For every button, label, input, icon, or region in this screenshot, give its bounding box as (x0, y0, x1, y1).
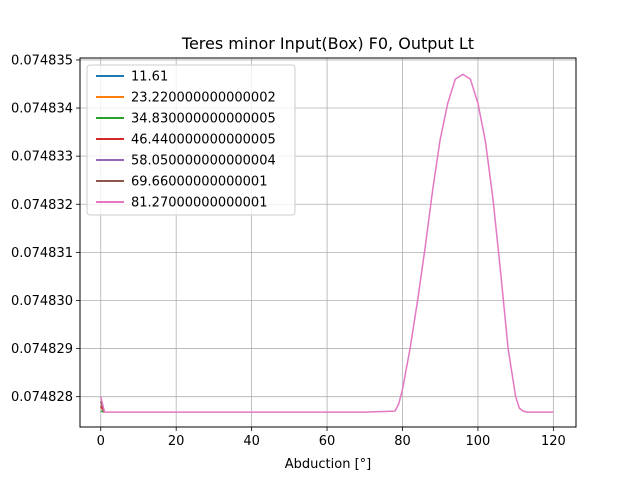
y-tick-label: 0.074831 (11, 246, 73, 261)
y-tick-label: 0.074834 (11, 102, 73, 117)
y-axis-ticks: 0.074828 0.074829 0.074830 0.074831 0.074832… (11, 53, 80, 405)
legend-frame (86, 64, 296, 216)
x-tick-label: 60 (319, 434, 336, 449)
y-tick-label: 0.074835 (11, 53, 73, 68)
x-tick-label: 80 (394, 434, 411, 449)
x-tick-label: 20 (168, 434, 185, 449)
legend-label: 46.440000000000005 (131, 133, 276, 148)
legend-label: 81.27000000000001 (131, 196, 267, 211)
x-tick-label: 120 (541, 434, 566, 449)
legend-label: 58.050000000000004 (131, 154, 276, 169)
legend-label: 34.830000000000005 (131, 112, 276, 127)
x-tick-label: 100 (466, 434, 491, 449)
x-tick-label: 40 (243, 434, 260, 449)
x-axis-label: Abduction [°] (285, 457, 371, 472)
x-axis-ticks: 0 20 40 60 80 100 120 (97, 427, 566, 449)
chart-title: Teres minor Input(Box) F0, Output Lt (181, 34, 474, 53)
y-tick-label: 0.074829 (11, 342, 73, 357)
y-tick-label: 0.074833 (11, 150, 73, 165)
legend: 11.61 23.220000000000002 34.83000000000000… (86, 64, 296, 216)
legend-label: 11.61 (131, 70, 168, 85)
y-tick-label: 0.074832 (11, 198, 73, 213)
y-tick-label: 0.074830 (11, 294, 73, 309)
series-lines (100, 73, 554, 413)
plot-area-frame (79, 57, 577, 428)
legend-label: 23.220000000000002 (131, 91, 276, 106)
series-line (100, 73, 554, 413)
x-tick-label: 0 (97, 434, 105, 449)
y-tick-label: 0.074828 (11, 390, 73, 405)
legend-label: 69.66000000000001 (131, 175, 267, 190)
